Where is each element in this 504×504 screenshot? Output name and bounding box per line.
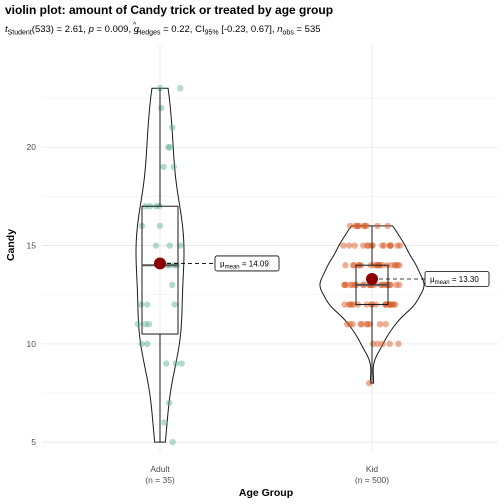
x-axis-label: Age Group — [239, 487, 293, 499]
data-point — [170, 163, 177, 171]
data-point — [358, 320, 366, 328]
data-point — [156, 222, 164, 230]
data-point — [158, 104, 165, 112]
subtitle-g-sub: Hedges — [136, 30, 161, 37]
y-tick-label: 20 — [27, 142, 37, 152]
data-point — [137, 301, 145, 308]
data-point — [152, 242, 160, 249]
subtitle-t-symbol: t — [5, 24, 8, 35]
data-point — [172, 360, 180, 367]
groups-layer: μmean = 14.09 μmean = 13.30 — [134, 85, 490, 446]
data-point — [177, 85, 184, 92]
data-point — [169, 438, 176, 446]
data-point — [165, 399, 173, 407]
x-tick-n-label: (n = 500) — [355, 475, 389, 485]
data-point — [342, 262, 349, 269]
subtitle-n-symbol: n — [277, 24, 282, 35]
chart-title: violin plot: amount of Candy trick or tr… — [5, 3, 333, 17]
data-point — [387, 242, 395, 249]
data-point — [386, 340, 393, 348]
group-kid: μmean = 13.30 — [319, 222, 490, 387]
data-point — [384, 222, 391, 230]
data-point — [169, 124, 176, 131]
grid-lines — [42, 45, 498, 452]
data-point — [363, 320, 371, 328]
data-point — [346, 222, 354, 230]
subtitle-t-stat: (533) = 2.61, — [32, 24, 89, 35]
data-point — [144, 340, 151, 348]
y-tick-label: 5 — [31, 437, 36, 447]
y-tick-label: 15 — [27, 241, 37, 251]
data-point — [145, 320, 153, 328]
data-point — [165, 144, 172, 151]
subtitle-n-sub: obs — [283, 30, 295, 37]
data-point — [163, 360, 170, 367]
data-point — [138, 340, 145, 348]
data-point — [341, 301, 348, 308]
data-point — [341, 281, 348, 289]
data-point — [171, 301, 178, 308]
data-point — [374, 340, 381, 348]
data-point — [349, 320, 356, 328]
x-tick-label: Kid — [366, 464, 379, 474]
subtitle-g-text: = 0.22, CI — [160, 24, 204, 35]
data-point — [366, 379, 373, 387]
violin-outline — [135, 87, 185, 443]
data-point — [340, 242, 347, 249]
data-point — [379, 242, 386, 249]
mean-point — [154, 257, 166, 270]
data-point — [144, 301, 151, 308]
data-point — [354, 222, 361, 230]
data-point — [160, 163, 167, 171]
data-point — [374, 222, 381, 230]
subtitle-g-symbol: g — [134, 24, 140, 35]
data-point — [396, 242, 404, 249]
data-point — [169, 281, 176, 289]
mean-point — [366, 272, 378, 285]
data-point — [394, 262, 401, 269]
x-tick-label: Adult — [150, 464, 170, 474]
data-point — [379, 340, 386, 348]
mean-label: μmean = 13.30 — [430, 275, 479, 286]
data-point — [361, 222, 368, 230]
data-point — [350, 301, 357, 308]
data-point — [382, 320, 389, 328]
y-tick-label: 10 — [27, 339, 37, 349]
data-point — [364, 242, 371, 249]
mean-label-box — [424, 271, 490, 287]
data-point — [376, 320, 384, 328]
y-axis-label: Candy — [5, 229, 17, 261]
subtitle-ci-text: [-0.23, 0.67], — [219, 24, 278, 35]
mean-label: μmean = 14.09 — [220, 259, 269, 270]
data-point — [134, 320, 142, 328]
mean-label-box — [214, 255, 280, 272]
data-point — [177, 242, 184, 249]
data-point — [345, 242, 353, 249]
data-point — [395, 340, 402, 348]
x-tick-n-label: (n = 35) — [145, 475, 175, 485]
data-point — [166, 144, 174, 151]
x-axis-ticks: Adult(n = 35) Kid(n = 500) — [145, 464, 389, 485]
subtitle-n-text: = 535 — [294, 24, 321, 35]
data-point — [166, 242, 173, 249]
data-point — [178, 360, 185, 367]
subtitle-ci-sub: 95% — [205, 30, 219, 37]
y-axis-ticks: 5 10 15 20 — [27, 142, 37, 447]
subtitle-t-sub: Student — [8, 30, 32, 37]
group-adult: μmean = 14.09 — [134, 85, 280, 446]
data-point — [142, 320, 149, 328]
data-point — [351, 242, 358, 249]
subtitle-p-symbol: p — [88, 24, 94, 35]
chart-subtitle: tStudent(533) = 2.61, p = 0.009, g^Hedge… — [5, 22, 321, 37]
subtitle-p-text: = 0.009, — [94, 24, 134, 35]
data-point — [396, 281, 403, 289]
subtitle-g-hat: ^ — [133, 22, 137, 29]
data-point — [161, 419, 168, 426]
